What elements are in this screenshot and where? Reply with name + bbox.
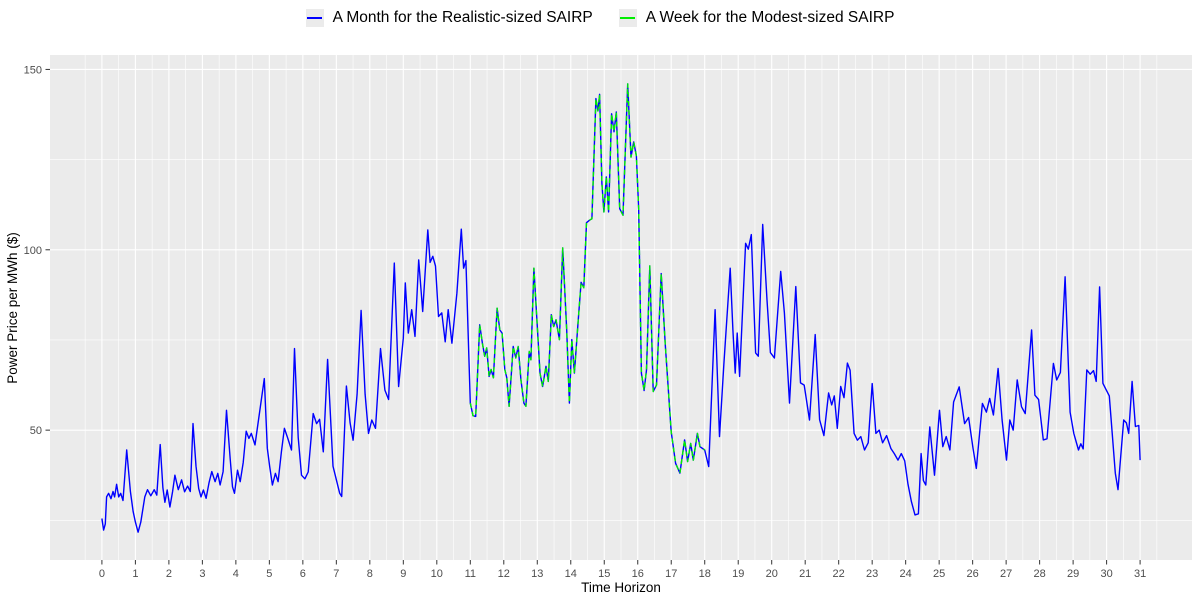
week-series-line [469, 83, 706, 474]
x-tick-label: 9 [400, 568, 406, 580]
y-tick-label: 100 [24, 245, 42, 257]
x-axis-title: Time Horizon [581, 580, 661, 595]
y-tick-labels: 50 100 150 [24, 64, 42, 437]
x-tick-label: 4 [233, 568, 239, 580]
x-tick-label: 19 [732, 568, 744, 580]
x-tick-label: 30 [1100, 568, 1112, 580]
y-axis-title: Power Price per MWh ($) [5, 232, 20, 384]
x-tick-label: 0 [99, 568, 105, 580]
x-tick-label: 1 [132, 568, 138, 580]
x-tick-label: 24 [900, 568, 912, 580]
x-tick-label: 3 [199, 568, 205, 580]
x-tick-label: 18 [699, 568, 711, 580]
x-tick-label: 11 [465, 568, 476, 580]
x-tick-label: 12 [498, 568, 510, 580]
y-tick-label: 150 [24, 64, 42, 76]
x-tick-label: 23 [866, 568, 878, 580]
x-tick-label: 7 [333, 568, 339, 580]
x-tick-label: 5 [266, 568, 272, 580]
x-tick-label: 2 [166, 568, 172, 580]
x-tick-label: 14 [565, 568, 577, 580]
x-tick-label: 22 [833, 568, 845, 580]
chart-layers: 0 1 2 3 4 5 6 7 8 9 10 11 12 13 14 15 16 17 18 19 20 21 22 23 24… [24, 55, 1192, 580]
x-tick-label: 25 [933, 568, 945, 580]
x-tick-label: 20 [766, 568, 778, 580]
x-tick-label: 13 [531, 568, 543, 580]
gridlines-major [50, 55, 1192, 560]
y-tick-label: 50 [30, 425, 42, 437]
gridlines-minor [50, 55, 1192, 560]
x-tick-label: 8 [367, 568, 373, 580]
x-tick-label: 15 [598, 568, 610, 580]
month-series-line [101, 83, 1141, 533]
x-tick-label: 27 [1000, 568, 1012, 580]
x-tick-label: 10 [431, 568, 443, 580]
x-tick-label: 26 [967, 568, 979, 580]
x-tick-label: 16 [632, 568, 644, 580]
x-tick-label: 6 [300, 568, 306, 580]
x-tick-label: 29 [1067, 568, 1079, 580]
axis-ticks [45, 68, 1141, 565]
x-tick-label: 17 [665, 568, 677, 580]
x-tick-label: 21 [799, 568, 811, 580]
x-tick-label: 28 [1033, 568, 1045, 580]
x-tick-label: 31 [1134, 568, 1146, 580]
x-tick-labels: 0 1 2 3 4 5 6 7 8 9 10 11 12 13 14 15 16 17 18 19 20 21 22 23 24… [99, 568, 1146, 580]
